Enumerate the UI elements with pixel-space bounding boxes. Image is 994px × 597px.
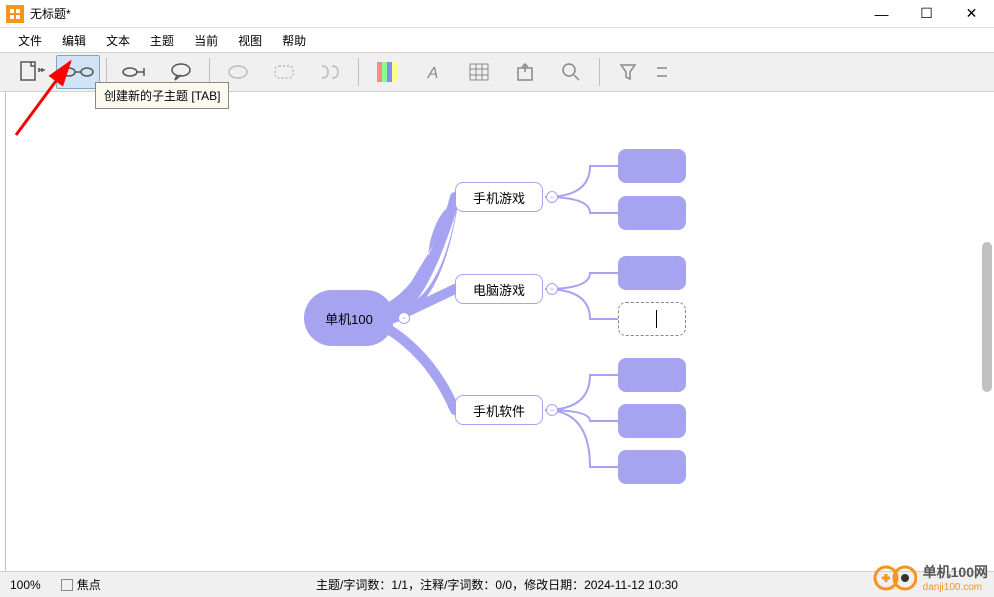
- tooltip: 创建新的子主题 [TAB]: [95, 82, 229, 109]
- summary-button[interactable]: [308, 55, 352, 89]
- svg-text:A: A: [427, 65, 439, 82]
- menu-text[interactable]: 文本: [98, 30, 138, 51]
- color-button[interactable]: [365, 55, 409, 89]
- mindmap-connections: [0, 92, 994, 571]
- menu-current[interactable]: 当前: [186, 30, 226, 51]
- minimize-button[interactable]: —: [859, 0, 904, 28]
- focus-label: 焦点: [77, 576, 101, 593]
- more-button[interactable]: [652, 55, 672, 89]
- filter-button[interactable]: [606, 55, 650, 89]
- text-cursor: [656, 310, 657, 328]
- focus-toggle[interactable]: 焦点: [61, 576, 101, 593]
- leaf-node[interactable]: [618, 450, 686, 484]
- branch-node-label: 手机软件: [473, 401, 525, 420]
- statusbar: 100% 焦点 主题/字词数：1/1，注释/字词数：0/0，修改日期：2024-…: [0, 571, 994, 597]
- branch-node[interactable]: 手机游戏: [455, 182, 543, 212]
- leaf-node[interactable]: [618, 358, 686, 392]
- toolbar-separator: [358, 58, 359, 86]
- watermark-title: 单机100网: [923, 562, 988, 582]
- menu-help[interactable]: 帮助: [274, 30, 314, 51]
- canvas-ruler: [5, 92, 6, 571]
- window-controls: — ☐ ✕: [859, 0, 994, 28]
- window-title: 无标题*: [30, 5, 859, 22]
- leaf-node[interactable]: [618, 196, 686, 230]
- close-button[interactable]: ✕: [949, 0, 994, 28]
- collapse-button[interactable]: −: [546, 283, 558, 295]
- menu-edit[interactable]: 编辑: [54, 30, 94, 51]
- annotation-arrow: [8, 50, 88, 140]
- toolbar-separator: [599, 58, 600, 86]
- menu-view[interactable]: 视图: [230, 30, 270, 51]
- menu-topic[interactable]: 主题: [142, 30, 182, 51]
- app-icon: [6, 5, 24, 23]
- vertical-scrollbar[interactable]: [980, 92, 992, 571]
- watermark-url: danji100.com: [923, 582, 988, 593]
- watermark-icon: [873, 563, 917, 593]
- watermark: 单机100网 danji100.com: [873, 562, 988, 593]
- font-button[interactable]: A: [411, 55, 455, 89]
- branch-node[interactable]: 电脑游戏: [455, 274, 543, 304]
- leaf-node[interactable]: [618, 256, 686, 290]
- branch-node-label: 手机游戏: [473, 188, 525, 207]
- maximize-button[interactable]: ☐: [904, 0, 949, 28]
- titlebar: 无标题* — ☐ ✕: [0, 0, 994, 28]
- root-node-label: 单机100: [325, 309, 373, 328]
- boundary-button[interactable]: [262, 55, 306, 89]
- collapse-button[interactable]: −: [546, 404, 558, 416]
- leaf-node[interactable]: [618, 149, 686, 183]
- collapse-button[interactable]: −: [398, 312, 410, 324]
- collapse-button[interactable]: −: [546, 191, 558, 203]
- search-button[interactable]: [549, 55, 593, 89]
- leaf-node-editing[interactable]: [618, 302, 686, 336]
- menu-file[interactable]: 文件: [10, 30, 50, 51]
- branch-node[interactable]: 手机软件: [455, 395, 543, 425]
- canvas[interactable]: 单机100 − 手机游戏 − 电脑游戏 − 手机软件 −: [0, 92, 994, 571]
- root-node[interactable]: 单机100: [304, 290, 394, 346]
- scrollbar-thumb[interactable]: [982, 242, 992, 392]
- focus-checkbox[interactable]: [61, 579, 73, 591]
- status-info: 主题/字词数：1/1，注释/字词数：0/0，修改日期：2024-11-12 10…: [316, 576, 678, 593]
- menubar: 文件 编辑 文本 主题 当前 视图 帮助: [0, 28, 994, 52]
- table-button[interactable]: [457, 55, 501, 89]
- export-button[interactable]: [503, 55, 547, 89]
- branch-node-label: 电脑游戏: [473, 280, 525, 299]
- zoom-level[interactable]: 100%: [10, 578, 41, 592]
- leaf-node[interactable]: [618, 404, 686, 438]
